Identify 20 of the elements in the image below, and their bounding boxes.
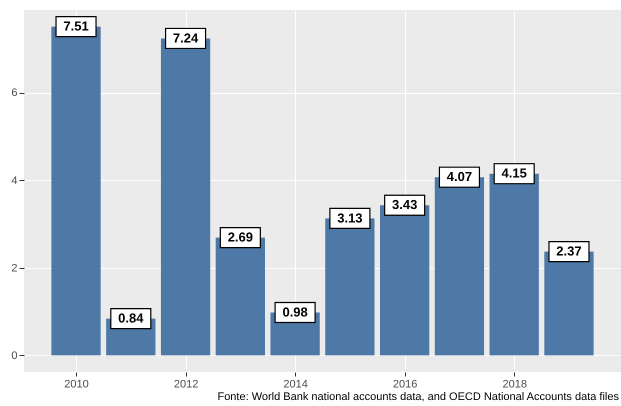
x-tick-label: 2012: [174, 378, 198, 390]
y-tick-label: 0: [11, 350, 18, 362]
y-tick-label: 2: [11, 262, 18, 274]
y-tick-label: 6: [11, 87, 18, 100]
x-tick-label: 2010: [64, 378, 89, 390]
data-label: 3.13: [337, 210, 363, 226]
x-tick-label: 2018: [502, 378, 527, 390]
data-label: 3.43: [392, 197, 418, 212]
y-tick-label: 4: [11, 174, 18, 187]
data-label: 2.69: [228, 230, 253, 245]
data-label: 0.98: [282, 304, 308, 320]
data-label: 4.15: [502, 166, 527, 181]
data-label: 0.84: [118, 310, 144, 326]
x-tick-label: 2014: [283, 378, 308, 390]
data-label: 2.37: [556, 244, 582, 259]
source-note: Fonte: World Bank national accounts data, and OECD National Accounts data files: [217, 391, 619, 404]
data-label: 4.07: [446, 169, 472, 184]
data-label: 7.51: [63, 18, 89, 34]
data-label: 7.24: [172, 30, 199, 46]
x-tick-label: 2016: [392, 378, 418, 390]
